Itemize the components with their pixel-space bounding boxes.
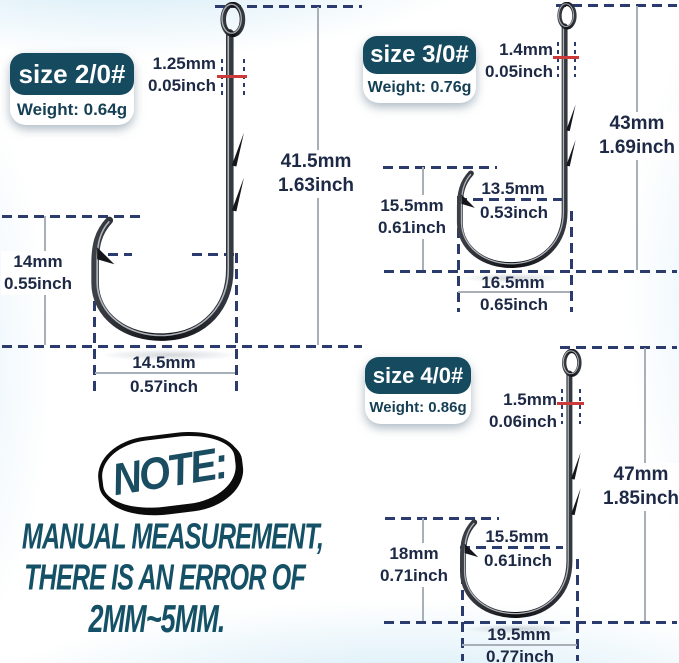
gape-inch-label-3-0: 0.53inch: [480, 202, 549, 224]
length-inch-2-0: 1.63inch: [277, 175, 355, 196]
dim-dashed-bottom-4-0: [384, 621, 677, 624]
bend-width-inch-4-0: 0.77inch: [486, 647, 555, 663]
bend-width-mm-label-4-0: 19.5mm: [486, 624, 552, 646]
bend-width-inch-2-0: 0.57inch: [129, 377, 199, 396]
bend-width-mm-label-2-0: 14.5mm: [126, 352, 202, 374]
dim-line-bend-width-2-0: [95, 372, 235, 374]
dim-dashed-gape-3-0: [457, 198, 563, 201]
point-height-label-3-0: 15.5mm 0.61inch: [375, 195, 449, 239]
length-dimension-label-3-0: 43mm 1.69inch: [595, 112, 679, 160]
length-mm-2-0: 41.5mm: [280, 151, 352, 172]
length-dimension-label-2-0: 41.5mm 1.63inch: [272, 150, 360, 198]
gape-inch-3-0: 0.53inch: [480, 203, 549, 222]
wire-inch-3-0: 0.05inch: [484, 62, 553, 81]
wire-dimension-label-2-0: 1.25mm 0.05inch: [140, 53, 216, 97]
dim-dashed-vert-left-3-0: [457, 196, 460, 312]
dim-dashed-point-level-2-0: [2, 215, 140, 218]
dim-dashed-top-4-0: [560, 346, 677, 349]
wire-inch-4-0: 0.06inch: [488, 412, 557, 431]
length-dimension-label-4-0: 47mm 1.85inch: [603, 463, 679, 511]
wire-mm-2-0: 1.25mm: [152, 54, 216, 73]
wire-red-mark-2-0: [217, 75, 247, 78]
bend-width-inch-3-0: 0.65inch: [480, 295, 549, 314]
wire-bracket-left-3-0: [557, 42, 559, 77]
point-height-inch-4-0: 0.71inch: [379, 566, 449, 585]
point-height-mm-2-0: 14mm: [13, 252, 63, 271]
weight-label-2-0: Weight: 0.64g: [16, 100, 128, 119]
bend-width-mm-label-3-0: 16.5mm: [480, 272, 546, 294]
point-height-label-2-0: 14mm 0.55inch: [1, 251, 75, 295]
bend-width-mm-4-0: 19.5mm: [487, 625, 551, 644]
dim-dashed-barb-level-left-2-0: [92, 253, 132, 256]
gape-mm-3-0: 13.5mm: [481, 179, 545, 198]
bend-width-mm-3-0: 16.5mm: [481, 273, 545, 292]
wire-dimension-label-4-0: 1.5mm 0.06inch: [481, 389, 557, 433]
wire-bracket-right-4-0: [579, 389, 581, 424]
gape-mm-label-4-0: 15.5mm: [484, 526, 550, 548]
wire-mm-4-0: 1.5mm: [503, 390, 557, 409]
dim-dashed-vert-right-2-0: [235, 253, 238, 396]
note-line-3: 2MM~5MM.: [88, 598, 225, 641]
dim-line-bend-width-3-0: [458, 291, 570, 293]
hook-reflection: [460, 273, 565, 283]
length-inch-3-0: 1.69inch: [598, 137, 676, 158]
note-badge: NOTE:: [93, 425, 245, 519]
dim-dashed-point-level-4-0: [385, 517, 499, 520]
dim-dashed-top-2-0: [215, 5, 362, 8]
note-line-2: THERE IS AN ERROR OF: [24, 557, 306, 598]
weight-label-3-0: Weight: 0.76g: [367, 79, 472, 96]
dim-dashed-barb-level-right-2-0: [192, 253, 237, 256]
dim-dashed-gape-4-0: [460, 546, 563, 549]
bend-width-inch-label-4-0: 0.77inch: [486, 646, 555, 663]
gape-inch-label-4-0: 0.61inch: [484, 550, 553, 572]
bend-width-inch-label-3-0: 0.65inch: [480, 294, 549, 316]
dim-dashed-bottom-2-0: [2, 345, 362, 348]
point-height-label-4-0: 18mm 0.71inch: [377, 543, 451, 587]
wire-bracket-right-3-0: [574, 42, 576, 77]
wire-inch-2-0: 0.05inch: [147, 76, 216, 95]
bend-width-mm-2-0: 14.5mm: [132, 353, 196, 372]
length-inch-4-0: 1.85inch: [603, 488, 679, 509]
size-card-2-0: size 2/0# Weight: 0.64g: [10, 53, 134, 125]
hook-reflection: [463, 624, 571, 634]
dim-dashed-point-level-3-0: [383, 166, 497, 169]
size-card-4-0: size 4/0# Weight: 0.86g: [365, 357, 471, 424]
gape-mm-4-0: 15.5mm: [485, 527, 549, 546]
point-height-mm-3-0: 15.5mm: [380, 196, 444, 215]
size-card-header-4-0: size 4/0#: [365, 357, 471, 394]
size-card-header-2-0: size 2/0#: [10, 53, 134, 95]
point-height-inch-2-0: 0.55inch: [3, 274, 73, 293]
bend-width-inch-label-2-0: 0.57inch: [126, 376, 202, 398]
note-line-1: MANUAL MEASUREMENT,: [21, 516, 324, 557]
dim-dashed-vert-left-4-0: [461, 542, 464, 661]
gape-inch-4-0: 0.61inch: [484, 551, 553, 570]
dim-dashed-bottom-3-0: [384, 270, 677, 273]
point-height-inch-3-0: 0.61inch: [377, 218, 447, 237]
dim-dashed-vert-right-3-0: [570, 211, 573, 312]
gape-mm-label-3-0: 13.5mm: [480, 178, 546, 200]
length-mm-3-0: 43mm: [609, 113, 665, 134]
hook-reflection: [100, 349, 240, 361]
dim-dashed-vert-right-4-0: [576, 559, 579, 661]
size-card-header-3-0: size 3/0#: [363, 36, 476, 74]
size-card-3-0: size 3/0# Weight: 0.76g: [363, 36, 476, 103]
wire-red-mark-4-0: [557, 402, 584, 405]
dim-dashed-top-3-0: [556, 4, 677, 7]
wire-mm-3-0: 1.4mm: [499, 40, 553, 59]
wire-dimension-label-3-0: 1.4mm 0.05inch: [477, 39, 553, 83]
note-badge-text: NOTE:: [108, 438, 230, 505]
wire-red-mark-3-0: [553, 56, 579, 59]
point-height-mm-4-0: 18mm: [389, 544, 439, 563]
weight-label-4-0: Weight: 0.86g: [369, 399, 467, 416]
dim-line-bend-width-4-0: [462, 644, 577, 646]
wire-bracket-left-4-0: [561, 389, 563, 424]
length-mm-4-0: 47mm: [613, 464, 669, 485]
dim-dashed-vert-left-2-0: [93, 253, 96, 396]
